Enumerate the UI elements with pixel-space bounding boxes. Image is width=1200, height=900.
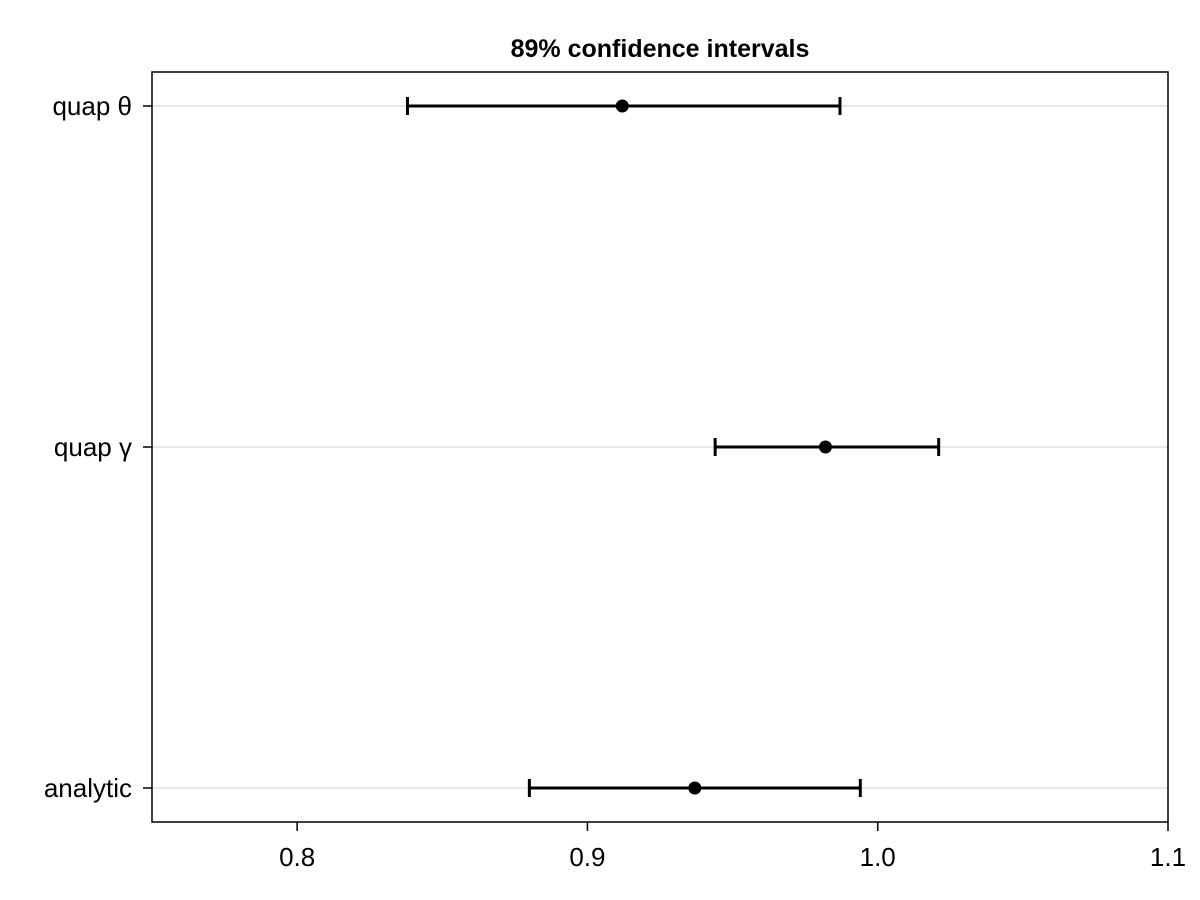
grid-layer [152,105,1168,789]
x-tick-label: 1.0 [860,842,896,872]
y-tick-label: analytic [44,773,132,803]
x-axis: 0.8 0.9 1.0 1.1 [279,822,1186,872]
x-tick-label: 0.9 [569,842,605,872]
point-estimate-marker [688,781,702,795]
series-layer [405,97,941,797]
errorbar-group [713,438,941,456]
point-estimate-marker [615,99,629,113]
errorbar-group [527,779,862,797]
y-tick-label: quap γ [54,432,132,462]
x-tick-label: 0.8 [279,842,315,872]
y-tick-label: quap θ [52,91,132,121]
y-axis: quap θ quap γ analytic [44,91,152,803]
x-tick-label: 1.1 [1150,842,1186,872]
errorbar-group [405,97,842,115]
chart-title: 89% confidence intervals [511,35,810,63]
point-estimate-marker [818,440,832,454]
